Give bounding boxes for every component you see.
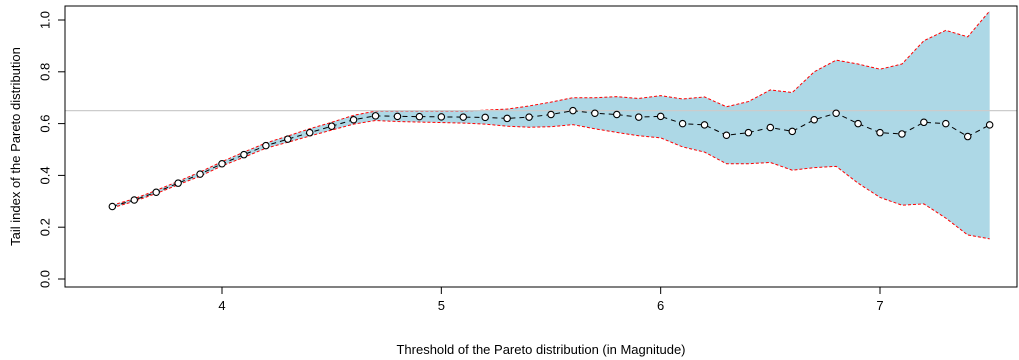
data-point: [985, 121, 994, 129]
data-point: [218, 160, 226, 168]
data-point: [591, 109, 599, 117]
data-point: [130, 196, 139, 204]
data-point: [722, 131, 731, 140]
data-point: [503, 114, 511, 123]
data-point: [854, 119, 862, 128]
data-point: [634, 113, 643, 121]
data-point: [284, 135, 292, 143]
y-tick-label: 1.0: [37, 11, 52, 29]
data-point: [481, 113, 489, 122]
data-point: [832, 109, 840, 117]
data-point: [942, 119, 950, 128]
upper-bound-line: [112, 10, 991, 206]
data-point: [152, 188, 160, 196]
estimate-series-layer: [108, 106, 994, 211]
data-point: [656, 112, 665, 121]
data-point: [876, 128, 884, 137]
x-tick-label: 5: [438, 298, 445, 313]
data-point: [569, 106, 577, 115]
data-point: [415, 112, 424, 121]
data-point: [459, 113, 468, 121]
confidence-band-layer: [112, 10, 991, 240]
data-point: [898, 130, 906, 138]
data-point: [613, 110, 621, 119]
y-tick-label: 0.0: [37, 270, 52, 288]
data-point: [437, 113, 446, 121]
y-tick-label: 0.6: [37, 115, 52, 133]
y-tick-label: 0.2: [37, 218, 52, 236]
x-axis-title: Threshold of the Pareto distribution (in…: [396, 342, 685, 357]
data-point: [525, 113, 533, 121]
data-point: [393, 112, 402, 121]
data-point: [678, 119, 687, 128]
data-point: [810, 115, 818, 124]
data-point: [305, 128, 314, 137]
data-point: [262, 141, 270, 150]
data-point: [547, 110, 555, 119]
data-point: [920, 118, 928, 127]
data-point: [240, 150, 248, 159]
data-point: [744, 128, 753, 137]
confidence-band: [112, 10, 990, 239]
data-point: [174, 179, 182, 187]
data-point: [963, 132, 972, 141]
x-tick-label: 4: [218, 298, 225, 313]
x-tick-label: 7: [876, 298, 883, 313]
y-tick-label: 0.4: [37, 166, 52, 184]
axes-layer: 4 5 6 7 0.0 0.2 0.4 0.6 0.8 1.0: [37, 5, 1018, 313]
y-axis-title: Tail index of the Pareto distribution: [8, 47, 23, 246]
plot-frame: [64, 5, 1018, 288]
y-tick-label: 0.8: [37, 63, 52, 81]
data-point: [788, 127, 797, 136]
data-point: [196, 170, 204, 178]
data-point: [766, 123, 775, 132]
x-tick-label: 6: [657, 298, 664, 313]
data-point: [108, 202, 117, 211]
data-point: [349, 115, 358, 124]
data-point: [700, 121, 709, 129]
data-point: [327, 122, 336, 130]
data-point: [371, 112, 380, 120]
lower-bound-line: [112, 119, 990, 240]
